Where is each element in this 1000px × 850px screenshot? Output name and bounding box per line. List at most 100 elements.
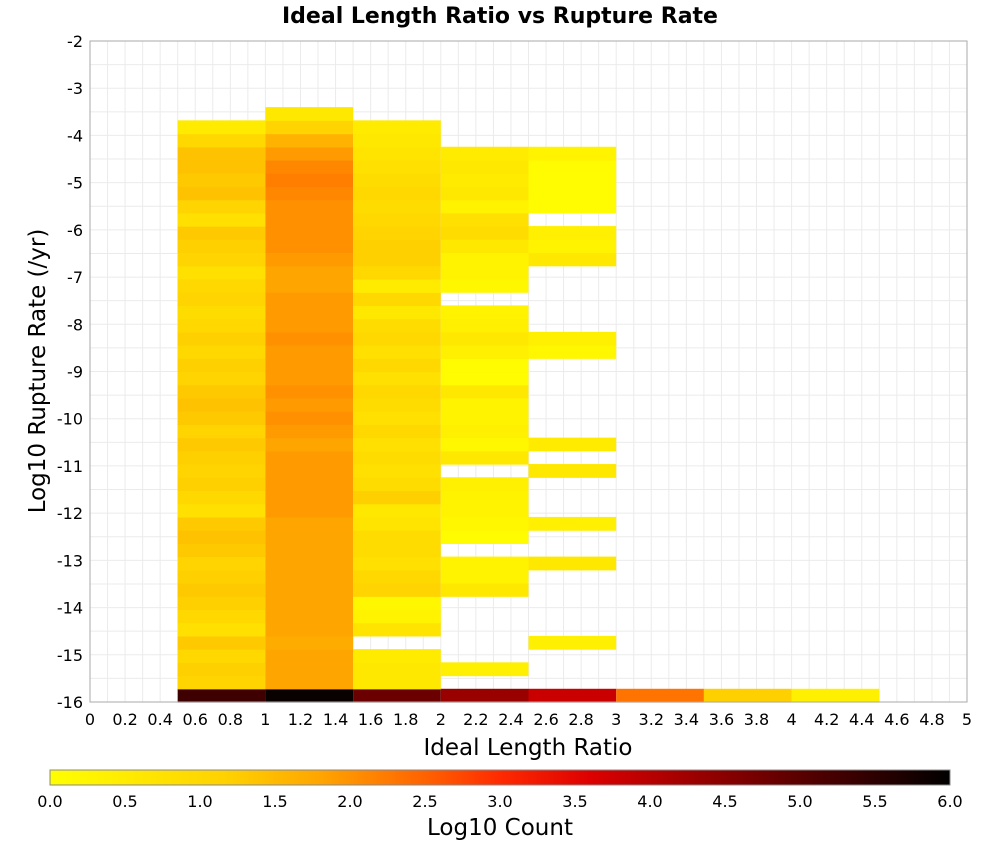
- heatmap-cell: [265, 477, 354, 492]
- y-tick-label: -2: [67, 32, 83, 51]
- heatmap-cell: [177, 318, 266, 333]
- heatmap-cell: [353, 649, 441, 663]
- heatmap-cell: [265, 437, 354, 452]
- heatmap-cell: [353, 384, 441, 399]
- heatmap-cell: [177, 662, 266, 677]
- x-tick-label: 4.2: [814, 710, 839, 729]
- colorbar-tick-label: 6.0: [937, 792, 962, 811]
- heatmap-cell: [353, 199, 441, 214]
- heatmap-cell: [265, 503, 354, 518]
- heatmap-cell: [177, 305, 266, 320]
- heatmap-cell: [177, 583, 266, 597]
- heatmap-cell: [440, 424, 529, 439]
- heatmap-cell: [177, 384, 266, 399]
- x-tick-label: 0.6: [183, 710, 208, 729]
- heatmap-cell: [440, 688, 529, 703]
- x-tick-label: 0: [85, 710, 95, 729]
- y-tick-label: -13: [57, 551, 83, 570]
- colorbar-ticks: 0.0 0.5 1.0 1.5 2.0 2.5 3.0 3.5 4.0 4.5 5.0 5.5 6.0: [37, 792, 962, 811]
- heatmap-cell: [440, 226, 529, 240]
- x-tick-label: 3.4: [674, 710, 699, 729]
- heatmap-cell: [616, 688, 704, 703]
- heatmap-cell: [440, 371, 529, 386]
- heatmap-cell: [353, 318, 441, 333]
- x-tick-label: 4.6: [884, 710, 909, 729]
- heatmap-cell: [440, 159, 529, 174]
- colorbar-tick-label: 0.0: [37, 792, 62, 811]
- x-tick-label: 1.6: [358, 710, 383, 729]
- heatmap-cell: [177, 556, 266, 571]
- x-tick-label: 4.4: [849, 710, 874, 729]
- heatmap-cell: [265, 278, 354, 293]
- x-tick-label: 0.8: [218, 710, 243, 729]
- heatmap-cell: [177, 424, 266, 439]
- heatmap-cell: [440, 516, 529, 531]
- heatmap-cell: [353, 662, 441, 677]
- x-tick-label: 4.8: [919, 710, 944, 729]
- heatmap-cell: [528, 635, 617, 650]
- heatmap-cell: [353, 120, 441, 135]
- x-tick-label: 2: [436, 710, 446, 729]
- heatmap-cell: [177, 358, 266, 373]
- heatmap-cell: [528, 226, 617, 240]
- heatmap-cell: [440, 477, 529, 492]
- heatmap-cell: [353, 688, 441, 703]
- heatmap-cell: [353, 358, 441, 373]
- heatmap-cell: [440, 662, 529, 677]
- heatmap-cell: [177, 411, 266, 425]
- heatmap-cell: [265, 107, 354, 121]
- heatmap-cell: [265, 212, 354, 227]
- y-axis-label: Log10 Rupture Rate (/yr): [25, 229, 51, 514]
- heatmap-cell: [353, 159, 441, 174]
- heatmap-cell: [177, 239, 266, 254]
- x-tick-label: 1: [260, 710, 270, 729]
- colorbar-label: Log10 Count: [427, 815, 573, 841]
- heatmap-cell: [265, 265, 354, 280]
- heatmap-cell: [528, 252, 617, 267]
- heatmap-cell: [177, 199, 266, 214]
- x-tick-label: 3.8: [744, 710, 769, 729]
- heatmap-cell: [440, 569, 529, 584]
- y-tick-label: -8: [67, 315, 83, 334]
- x-tick-label: 1.4: [323, 710, 348, 729]
- heatmap-cell: [265, 530, 354, 544]
- colorbar-tick-label: 1.5: [262, 792, 287, 811]
- heatmap-cell: [353, 173, 441, 188]
- heatmap-cell: [353, 516, 441, 531]
- heatmap-cell: [265, 305, 354, 320]
- heatmap-cell: [353, 530, 441, 544]
- heatmap-cell: [440, 556, 529, 571]
- heatmap-cell: [177, 133, 266, 148]
- heatmap-cell: [440, 278, 529, 293]
- heatmap-cell: [440, 530, 529, 544]
- heatmap-cell: [265, 252, 354, 267]
- heatmap-cell: [177, 569, 266, 584]
- heatmap-cell: [177, 146, 266, 161]
- heatmap-cell: [528, 331, 617, 346]
- x-tick-label: 3.2: [639, 710, 664, 729]
- heatmap-cell: [265, 490, 354, 505]
- x-axis-label: Ideal Length Ratio: [423, 735, 632, 761]
- heatmap-cell: [265, 543, 354, 558]
- colorbar-tick-label: 2.5: [412, 792, 437, 811]
- heatmap-cell: [440, 397, 529, 412]
- heatmap-cell: [353, 265, 441, 280]
- x-tick-label: 4: [787, 710, 797, 729]
- heatmap-cell: [440, 212, 529, 227]
- colorbar-tick-label: 4.0: [637, 792, 662, 811]
- heatmap-cell: [265, 516, 354, 531]
- heatmap-cell: [353, 252, 441, 267]
- heatmap-cell: [265, 173, 354, 188]
- x-tick-label: 2.2: [463, 710, 488, 729]
- colorbar-tick-label: 5.5: [862, 792, 887, 811]
- heatmap-cell: [177, 543, 266, 558]
- heatmap-cell: [265, 635, 354, 650]
- heatmap-cell: [177, 159, 266, 174]
- heatmap-cell: [265, 186, 354, 201]
- heatmap-cell: [265, 199, 354, 214]
- heatmap-cell: [353, 212, 441, 227]
- heatmap-cell: [177, 635, 266, 650]
- heatmap-cell: [265, 397, 354, 412]
- heatmap-cell: [177, 503, 266, 518]
- heatmap-cell: [177, 530, 266, 544]
